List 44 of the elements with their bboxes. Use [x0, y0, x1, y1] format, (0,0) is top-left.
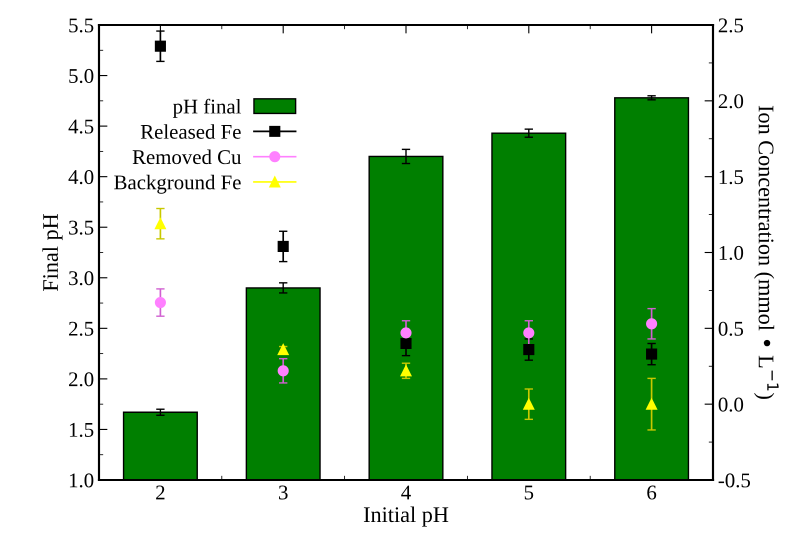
point: [646, 398, 658, 410]
y2-tick-label: -0.5: [718, 473, 750, 488]
point: [523, 344, 534, 356]
point: [278, 240, 289, 252]
y-tick-label: 3.5: [69, 220, 94, 235]
legend-label: pH final: [172, 98, 242, 118]
y2-tick-label: 0.0: [718, 398, 744, 412]
y-tick-label: 1.0: [70, 473, 94, 488]
y-tick-label: 5.5: [69, 18, 94, 33]
y-axis-title: Final pH: [42, 214, 63, 292]
point: [523, 398, 534, 410]
x-tick-label: 3: [278, 486, 288, 500]
y2-axis-title: Ion Concentration (mmol • L$^{−1}$): [754, 106, 779, 399]
y-tick-label: 4.5: [68, 120, 94, 134]
x-tick-label: 5: [524, 486, 534, 500]
point: [400, 365, 412, 376]
y2-tick-label: 1.0: [720, 246, 744, 260]
point: [154, 40, 166, 52]
y2-tick-label: 2.5: [718, 18, 744, 33]
point: [523, 327, 534, 338]
y2-tick-label: 2.0: [718, 94, 744, 108]
point: [400, 327, 412, 338]
point: [400, 338, 412, 350]
legend-label: Removed Cu: [132, 149, 242, 164]
legend-label: Released Fe: [140, 124, 241, 139]
x-tick-label: 2: [156, 486, 164, 500]
y-tick-label: 4.0: [68, 170, 94, 184]
point: [154, 218, 166, 230]
y-tick-label: 2.5: [69, 322, 94, 336]
x-tick-label: 4: [401, 486, 411, 500]
legend-label: Background Fe: [114, 174, 241, 194]
x-tick-label: 6: [647, 486, 656, 500]
point: [646, 318, 658, 330]
y2-tick-label: 0.5: [718, 322, 744, 336]
point: [278, 344, 289, 356]
point: [154, 296, 166, 308]
y-tick-label: 5.0: [69, 68, 94, 84]
point: [278, 365, 289, 376]
x-axis-title: Initial pH: [364, 506, 448, 527]
y2-tick-label: 1.5: [720, 170, 744, 184]
y-tick-label: 1.5: [70, 422, 94, 437]
point: [646, 348, 658, 360]
y-tick-label: 2.0: [69, 372, 94, 386]
y-tick-label: 3.0: [69, 271, 94, 286]
